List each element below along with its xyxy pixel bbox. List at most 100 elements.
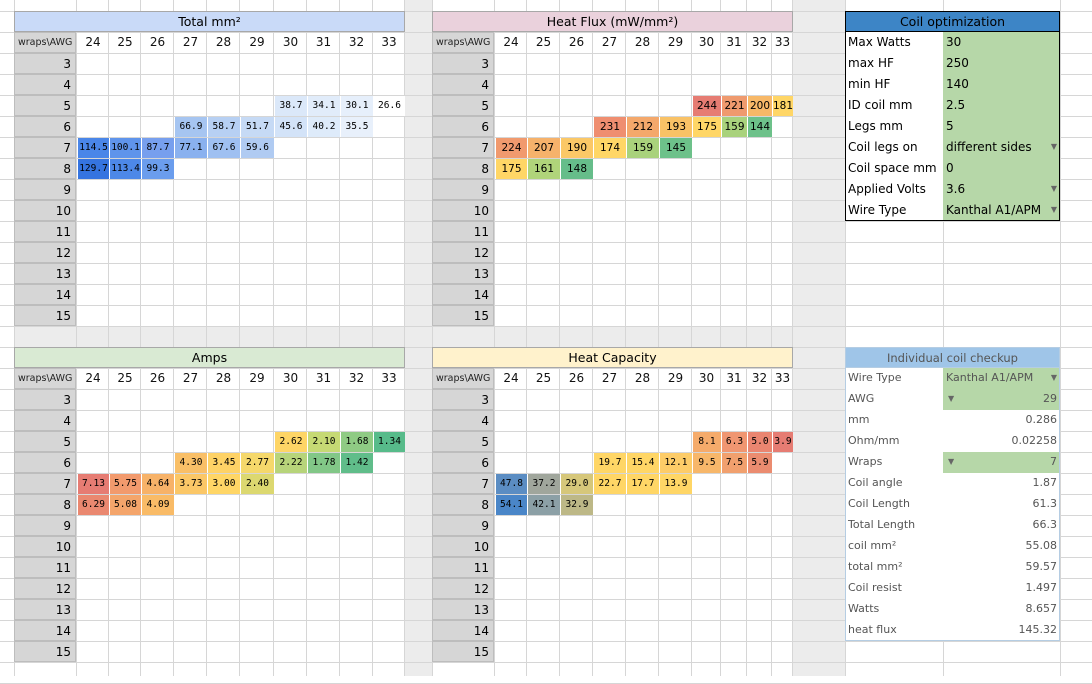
wraps-label: 12 [14,242,76,263]
column-separator [792,0,845,676]
gridline [0,620,1092,621]
awg-header: 30 [698,371,715,385]
opt-label: Applied Volts [845,179,943,200]
data-cell: 190 [561,138,593,158]
data-cell: 13.9 [660,474,692,494]
checkup-value[interactable]: 7 ▼ [943,452,1060,473]
data-cell: 1.42 [341,453,373,473]
checkup-label: Ohm/mm [845,431,943,452]
checkup-label: Coil resist [845,578,943,599]
data-cell: 2.62 [275,432,307,452]
wraps-label: 11 [432,221,494,242]
chevron-down-icon[interactable]: ▼ [948,394,955,403]
opt-value-coil-legs-on[interactable]: different sides ▼ [943,137,1060,158]
awg-header: 33 [381,371,397,385]
chevron-down-icon[interactable]: ▼ [1050,373,1057,382]
data-cell: 1.68 [341,432,373,452]
opt-label: Coil space mm [845,158,943,179]
gridline [0,242,1092,243]
chevron-down-icon[interactable]: ▼ [948,457,955,466]
data-cell: 5.9 [748,453,772,473]
wraps-label: 13 [14,263,76,284]
awg-header: 28 [215,35,232,49]
data-cell: 4.64 [142,474,174,494]
gridline [592,0,593,676]
wraps-label: 5 [14,431,76,452]
checkup-label: heat flux [845,620,943,641]
opt-value-min-hf[interactable]: 140 [943,74,1060,95]
wraps-label: 11 [432,557,494,578]
data-cell: 29.0 [561,474,593,494]
data-cell: 5.08 [110,495,141,515]
chevron-down-icon[interactable]: ▼ [1050,184,1057,193]
opt-value-max-hf[interactable]: 250 [943,53,1060,74]
data-cell: 8.1 [693,432,721,452]
wraps-label: 12 [14,578,76,599]
gridline [0,32,1092,33]
checkup-label: coil mm² [845,536,943,557]
gridline [14,0,15,676]
opt-label: ID coil mm [845,95,943,116]
wraps-label: 9 [432,179,494,200]
wraps-label: 7 [432,137,494,158]
wraps-label: 4 [432,410,494,431]
gridline [771,0,772,676]
wraps-label: 3 [432,53,494,74]
data-cell: 2.40 [241,474,274,494]
data-cell: 175 [693,117,721,137]
data-cell: 3.00 [208,474,240,494]
gridline [720,0,721,676]
awg-header: 29 [667,371,684,385]
opt-value-legs-mm[interactable]: 5 [943,116,1060,137]
wraps-label: 9 [14,179,76,200]
gridline [0,74,1092,75]
data-cell: 3.9 [773,432,793,452]
data-cell: 224 [496,138,527,158]
awg-header: 26 [568,371,585,385]
opt-value-max-watts[interactable]: 30 [943,32,1060,53]
data-cell: 144 [748,117,772,137]
checkup-label: mm [845,410,943,431]
awg-header: 27 [182,371,199,385]
checkup-value: 55.08 [943,536,1060,557]
awg-header: 24 [85,35,101,49]
opt-value-id-coil-mm[interactable]: 2.5 [943,95,1060,116]
gridline [691,0,692,676]
wraps-label: 3 [432,389,494,410]
data-cell: 37.2 [528,474,560,494]
data-cell: 38.7 [275,96,307,116]
opt-value-coil-space-mm[interactable]: 0 [943,158,1060,179]
checkup-value[interactable]: 29 ▼ [943,389,1060,410]
awg-header: 28 [634,35,651,49]
data-cell: 59.6 [241,138,274,158]
awg-header: 31 [726,35,742,49]
data-cell: 193 [660,117,692,137]
data-cell: 221 [722,96,747,116]
data-cell: 15.4 [627,453,659,473]
gridline [625,0,626,676]
gridline [140,0,141,676]
data-cell: 58.7 [208,117,240,137]
wraps-label: 11 [14,221,76,242]
checkup-value[interactable]: Kanthal A1/APM ▼ [943,368,1060,389]
gridline [494,0,495,676]
awg-header: 33 [381,35,397,49]
wraps-label: 8 [432,494,494,515]
opt-value-wire-type[interactable]: Kanthal A1/APM ▼ [943,200,1060,221]
awg-header: 32 [751,371,768,385]
data-cell: 51.7 [241,117,274,137]
wraps-label: 7 [14,473,76,494]
opt-value-applied-volts[interactable]: 3.6 ▼ [943,179,1060,200]
gridline [76,0,77,676]
gridline [0,473,1092,474]
awg-header: 25 [535,371,552,385]
gridline [0,410,1092,411]
chevron-down-icon[interactable]: ▼ [1050,142,1057,151]
wraps-label: 5 [14,95,76,116]
wraps-label: 11 [14,557,76,578]
gridline [792,0,793,676]
panel-title-total-mm2: Total mm² [14,11,405,32]
gridline [746,0,747,676]
wraps-label: 6 [432,452,494,473]
chevron-down-icon[interactable]: ▼ [1050,205,1057,214]
